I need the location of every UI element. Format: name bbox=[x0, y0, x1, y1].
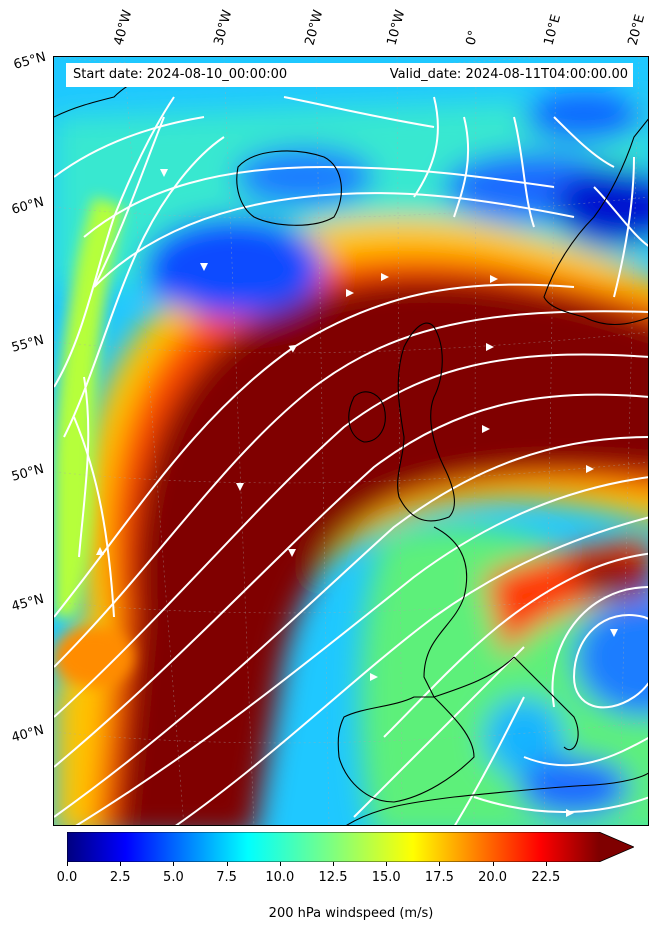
lat-label-50n: 50°N bbox=[10, 461, 46, 485]
coastline-italy bbox=[513, 656, 579, 750]
coastline-africa bbox=[346, 772, 648, 825]
lon-label-20e: 20°E bbox=[625, 12, 649, 48]
colorbar-tick-label: 15.0 bbox=[371, 870, 401, 885]
lon-label-10e: 10°E bbox=[541, 12, 565, 48]
colorbar-tick-label: 20.0 bbox=[478, 870, 508, 885]
lat-label-40n: 40°N bbox=[10, 722, 46, 746]
colorbar-tick-label: 7.5 bbox=[216, 870, 237, 885]
coastline-france bbox=[423, 526, 515, 698]
streamlines bbox=[54, 96, 648, 825]
colorbar-tick-label: 0.0 bbox=[56, 870, 78, 885]
valid-date-label: Valid_date: 2024-08-11T04:00:00.00 bbox=[389, 67, 628, 82]
streamline-arrows bbox=[96, 169, 618, 817]
coastlines bbox=[54, 76, 648, 825]
wind-field-svg bbox=[54, 57, 648, 825]
colorbar-tick-label: 2.5 bbox=[109, 870, 131, 885]
coastline-iceland bbox=[236, 150, 342, 226]
colorbar-tick-mark bbox=[439, 862, 441, 866]
colorbar-tick-mark bbox=[545, 862, 547, 866]
date-info-box: Start date: 2024-08-10_00:00:00 Valid_da… bbox=[66, 63, 633, 87]
wind-map[interactable] bbox=[53, 56, 649, 826]
graticule bbox=[54, 57, 648, 825]
lat-label-55n: 55°N bbox=[10, 332, 46, 356]
colorbar-title: 200 hPa windspeed (m/s) bbox=[268, 906, 434, 921]
colorbar-tick-mark bbox=[333, 862, 334, 866]
coastline-ireland bbox=[348, 391, 386, 443]
colorbar-extend-arrow bbox=[599, 832, 634, 862]
lon-label-40w: 40°W bbox=[111, 8, 136, 47]
colorbar-tick-mark bbox=[492, 862, 494, 866]
colorbar-tick-mark bbox=[226, 862, 228, 866]
colorbar-tick-mark bbox=[120, 862, 122, 866]
colorbar-tick-mark bbox=[279, 862, 281, 866]
lat-label-65n: 65°N bbox=[12, 49, 48, 73]
lon-label-10w: 10°W bbox=[384, 8, 409, 47]
colorbar-tick-label: 12.5 bbox=[318, 870, 348, 885]
colorbar-tick-mark bbox=[386, 862, 388, 866]
coastline-iberia bbox=[337, 696, 475, 803]
colorbar-tick-mark bbox=[173, 862, 175, 866]
colorbar-tick-label: 5.0 bbox=[163, 870, 184, 885]
coastline-norway bbox=[543, 118, 648, 325]
colorbar-gradient bbox=[67, 832, 599, 862]
colorbar-tick-label: 22.5 bbox=[531, 870, 561, 885]
lon-label-0: 0° bbox=[463, 28, 482, 47]
lon-label-20w: 20°W bbox=[302, 8, 327, 47]
colorbar-tick-label: 17.5 bbox=[424, 870, 454, 885]
colorbar-tick-label: 10.0 bbox=[265, 870, 295, 885]
colorbar-tick-mark bbox=[67, 862, 68, 866]
lon-label-30w: 30°W bbox=[211, 8, 236, 47]
lat-label-45n: 45°N bbox=[10, 591, 46, 615]
coastline-britain bbox=[397, 322, 455, 522]
lat-label-60n: 60°N bbox=[10, 194, 46, 218]
colorbar bbox=[67, 832, 634, 862]
start-date-label: Start date: 2024-08-10_00:00:00 bbox=[73, 67, 288, 82]
